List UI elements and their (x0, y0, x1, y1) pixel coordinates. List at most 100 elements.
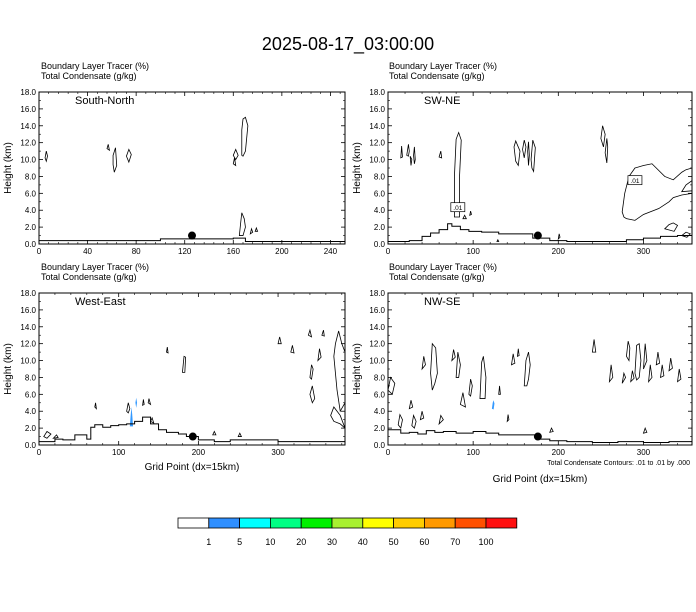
condensate-contour (309, 385, 316, 404)
condensate-contour (462, 214, 467, 220)
colorbar-swatch (177, 517, 210, 529)
boundary-layer-line (39, 416, 345, 443)
panel-header-line: Boundary Layer Tracer (%) (41, 262, 149, 272)
y-tick-label: 2.0 (374, 424, 386, 433)
x-tick-label: 0 (37, 448, 42, 457)
condensate-contour (307, 328, 313, 338)
condensate-contour (43, 430, 52, 439)
condensate-contour (290, 345, 295, 354)
condensate-contour (604, 138, 609, 163)
y-tick-label: 16.0 (369, 306, 385, 315)
condensate-contour (406, 144, 410, 157)
y-tick-label: 2.0 (25, 223, 37, 232)
condensate-contour (106, 144, 111, 152)
x-axis-label: Grid Point (dx=15km) (493, 474, 588, 485)
y-tick-label: 10.0 (20, 357, 36, 366)
y-tick-label: 4.0 (374, 407, 386, 416)
condensate-contour (232, 157, 237, 167)
condensate-contour (510, 353, 516, 366)
plot-frame (387, 91, 693, 245)
x-tick-label: 300 (637, 247, 651, 256)
condensate-contour (421, 356, 426, 371)
condensate-contour (126, 148, 132, 164)
colorbar-swatch (300, 517, 333, 529)
plot-area (39, 116, 345, 242)
condensate-contour (321, 330, 325, 337)
condensate-contour (330, 406, 345, 429)
y-tick-label: 18.0 (20, 88, 36, 97)
condensate-contour (52, 434, 59, 439)
y-axis-label: Height (km) (352, 343, 363, 395)
condensate-contour (400, 146, 403, 159)
condensate-contour (147, 398, 152, 406)
condensate-contour (249, 227, 254, 235)
y-tick-label: 18.0 (20, 289, 36, 298)
condensate-contour (438, 414, 444, 426)
condensate-contour (451, 349, 456, 362)
y-axis-label: Height (km) (352, 142, 363, 194)
colorbar-swatch (485, 517, 518, 529)
condensate-contour (468, 379, 473, 397)
x-tick-label: 200 (552, 448, 566, 457)
y-tick-label: 4.0 (25, 206, 37, 215)
tracer-shading (491, 400, 495, 410)
condensate-contour (317, 348, 322, 362)
y-tick-label: 14.0 (20, 323, 36, 332)
colorbar: 1 5 10 20 30 40 50 60 70 100 (177, 517, 518, 547)
condensate-contour (642, 426, 648, 434)
panel-header-line: Boundary Layer Tracer (%) (389, 61, 497, 71)
y-axis-label: Height (km) (3, 142, 14, 194)
condensate-contour (522, 140, 527, 158)
condensate-contour (621, 163, 692, 221)
contour-label-box (450, 202, 466, 213)
x-tick-label: 80 (132, 247, 141, 256)
contour-footnote: Total Condensate Contours: .01 to .01 by… (547, 460, 690, 467)
condensate-contour (126, 402, 131, 414)
panel-header-line: Boundary Layer Tracer (%) (41, 61, 149, 71)
y-tick-label: 16.0 (20, 306, 36, 315)
panel-west-east: Boundary Layer Tracer (%)Total Condensat… (3, 262, 346, 473)
colorbar-swatch (393, 517, 425, 529)
tracer-shading (129, 407, 134, 427)
panel-label: SW-NE (424, 95, 460, 107)
condensate-contour (668, 357, 673, 372)
y-tick-label: 8.0 (25, 172, 37, 181)
y-tick-label: 16.0 (20, 105, 36, 114)
colorbar-label: 20 (296, 537, 306, 547)
y-tick-label: 16.0 (369, 105, 385, 114)
y-tick-label: 2.0 (25, 424, 37, 433)
boundary-layer-line (388, 223, 692, 242)
plot-frame (387, 292, 693, 446)
condensate-contour (455, 352, 461, 378)
condensate-contour (388, 376, 396, 396)
y-tick-label: 14.0 (369, 323, 385, 332)
condensate-contour (142, 399, 145, 407)
figure-title: 2025-08-17_03:00:00 (262, 34, 434, 55)
boundary-layer-line (388, 429, 692, 443)
condensate-contour (397, 413, 403, 430)
condensate-contour (333, 330, 345, 413)
x-tick-label: 160 (227, 247, 241, 256)
x-tick-label: 100 (112, 448, 126, 457)
condensate-contour (181, 355, 187, 373)
condensate-contour (621, 371, 627, 384)
condensate-contour (232, 148, 239, 161)
y-tick-label: 12.0 (369, 340, 385, 349)
y-tick-label: 6.0 (25, 390, 37, 399)
condensate-contour (630, 370, 635, 383)
condensate-contour (430, 342, 438, 391)
y-axis-label: Height (km) (3, 343, 14, 395)
condensate-contour (659, 364, 665, 379)
condensate-contour (277, 336, 282, 345)
colorbar-label: 70 (450, 537, 460, 547)
y-tick-label: 8.0 (25, 373, 37, 382)
condensate-contour (459, 392, 467, 408)
condensate-contour (530, 140, 536, 173)
condensate-contour (600, 125, 606, 148)
colorbar-swatch (423, 517, 456, 529)
colorbar-label: 50 (389, 537, 399, 547)
x-tick-label: 100 (466, 448, 480, 457)
plot-frame (38, 91, 346, 245)
y-tick-label: 18.0 (369, 88, 385, 97)
plot-area (39, 328, 345, 443)
